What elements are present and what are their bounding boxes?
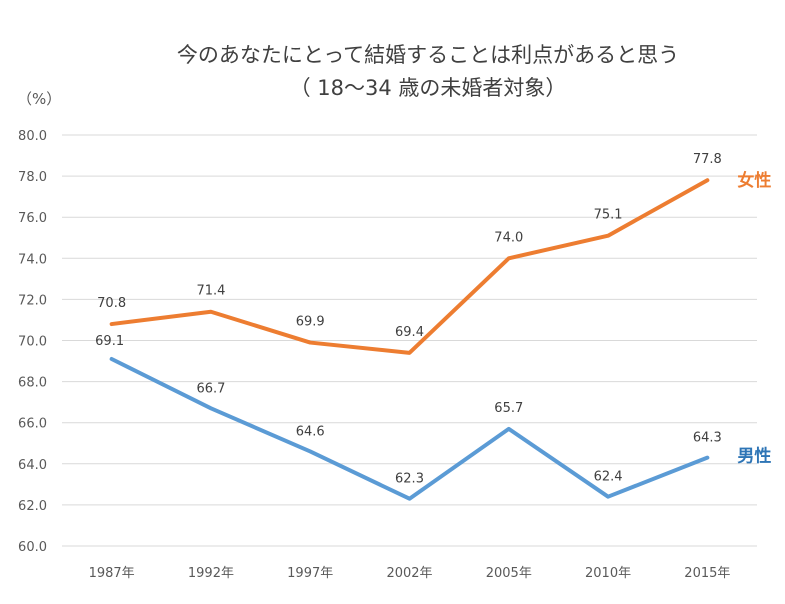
data-label: 64.3 <box>693 431 722 446</box>
data-label: 71.4 <box>196 284 225 299</box>
y-axis-unit-label: （%） <box>17 90 61 108</box>
series-lines <box>109 178 710 501</box>
x-tick-label: 1992年 <box>188 566 234 581</box>
chart-title-line1: 今のあなたにとって結婚することは利点があると思う <box>177 43 679 67</box>
gridlines <box>62 134 757 547</box>
data-label: 70.8 <box>97 296 126 311</box>
y-tick-label: 68.0 <box>18 376 47 391</box>
x-axis-ticks: 1987年 1992年 1997年 2002年 2005年 2010年 2015年 <box>89 566 731 581</box>
data-label: 66.7 <box>196 381 225 396</box>
data-label: 75.1 <box>594 208 623 223</box>
y-tick-label: 74.0 <box>18 252 47 267</box>
y-tick-label: 64.0 <box>18 458 47 473</box>
y-tick-label: 70.0 <box>18 335 47 350</box>
y-tick-label: 60.0 <box>18 540 47 555</box>
data-labels: 70.8 71.4 69.9 69.4 74.0 75.1 77.8 女性 69.1 66.7 64… <box>95 152 771 487</box>
y-tick-label: 78.0 <box>18 170 47 185</box>
x-tick-label: 2010年 <box>585 566 631 581</box>
series-name-label: 女性 <box>737 170 771 191</box>
y-tick-label: 72.0 <box>18 293 47 308</box>
y-axis-ticks: 60.0 62.0 64.0 66.0 68.0 70.0 72.0 74.0 76.0 78.0… <box>18 129 47 555</box>
x-tick-label: 2005年 <box>486 566 532 581</box>
data-label: 77.8 <box>693 152 722 167</box>
data-label: 69.9 <box>296 315 325 330</box>
y-tick-label: 66.0 <box>18 417 47 432</box>
y-tick-label: 76.0 <box>18 211 47 226</box>
x-tick-label: 1997年 <box>287 566 333 581</box>
series-line <box>109 356 710 501</box>
data-label: 69.1 <box>95 334 124 349</box>
chart-title-line2: （ 18～34 歳の未婚者対象） <box>290 76 567 100</box>
y-tick-label: 80.0 <box>18 129 47 144</box>
data-label: 69.4 <box>395 325 424 340</box>
y-tick-label: 62.0 <box>18 499 47 514</box>
data-label: 74.0 <box>494 230 523 245</box>
x-tick-label: 2015年 <box>684 566 730 581</box>
data-label: 62.3 <box>395 472 424 487</box>
data-label: 62.4 <box>594 470 623 485</box>
series-line <box>109 178 710 355</box>
x-tick-label: 2002年 <box>386 566 432 581</box>
series-name-label: 男性 <box>737 446 771 467</box>
data-label: 64.6 <box>296 424 325 439</box>
x-tick-label: 1987年 <box>89 566 135 581</box>
data-label: 65.7 <box>494 401 523 416</box>
